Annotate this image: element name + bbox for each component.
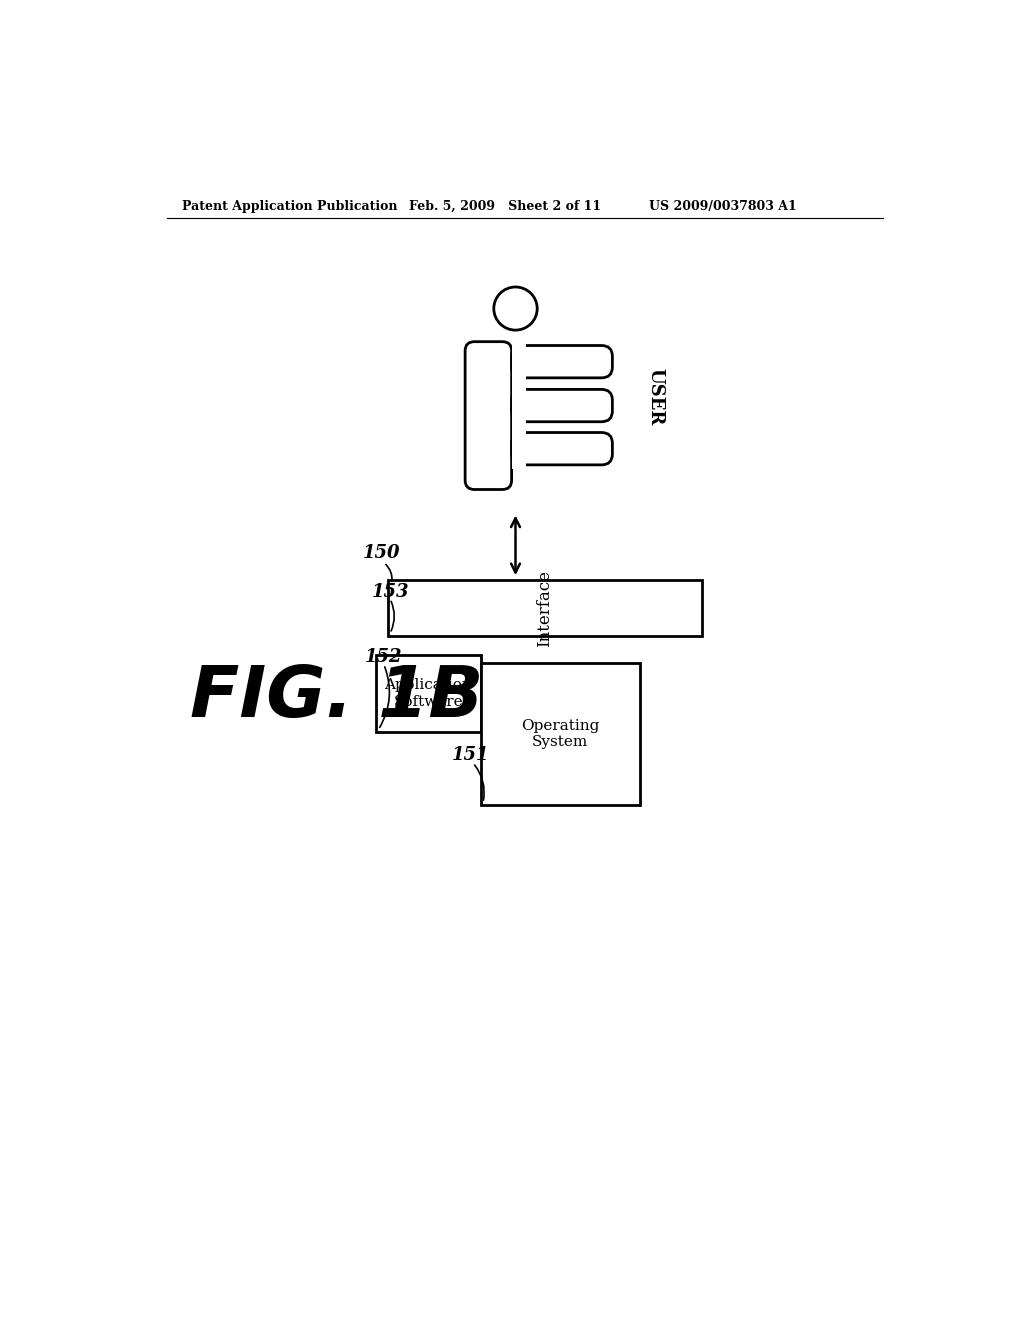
Text: Operating
System: Operating System xyxy=(521,719,599,748)
Text: US 2009/0037803 A1: US 2009/0037803 A1 xyxy=(649,199,797,213)
Text: 152: 152 xyxy=(365,648,401,667)
Text: 150: 150 xyxy=(362,544,400,561)
Text: FIG. 1B: FIG. 1B xyxy=(190,663,483,731)
FancyBboxPatch shape xyxy=(512,389,612,422)
Bar xyxy=(480,663,640,805)
Text: Application
Software: Application Software xyxy=(384,678,472,709)
Bar xyxy=(512,342,525,469)
Text: 153: 153 xyxy=(372,583,410,601)
Bar xyxy=(388,581,701,636)
Text: Patent Application Publication: Patent Application Publication xyxy=(182,199,397,213)
FancyBboxPatch shape xyxy=(512,433,612,465)
Bar xyxy=(376,655,480,733)
FancyBboxPatch shape xyxy=(465,342,512,490)
Text: Feb. 5, 2009   Sheet 2 of 11: Feb. 5, 2009 Sheet 2 of 11 xyxy=(410,199,601,213)
Text: USER: USER xyxy=(646,368,664,426)
Text: Interface: Interface xyxy=(536,570,553,647)
Text: 151: 151 xyxy=(452,746,489,764)
FancyBboxPatch shape xyxy=(512,346,612,378)
